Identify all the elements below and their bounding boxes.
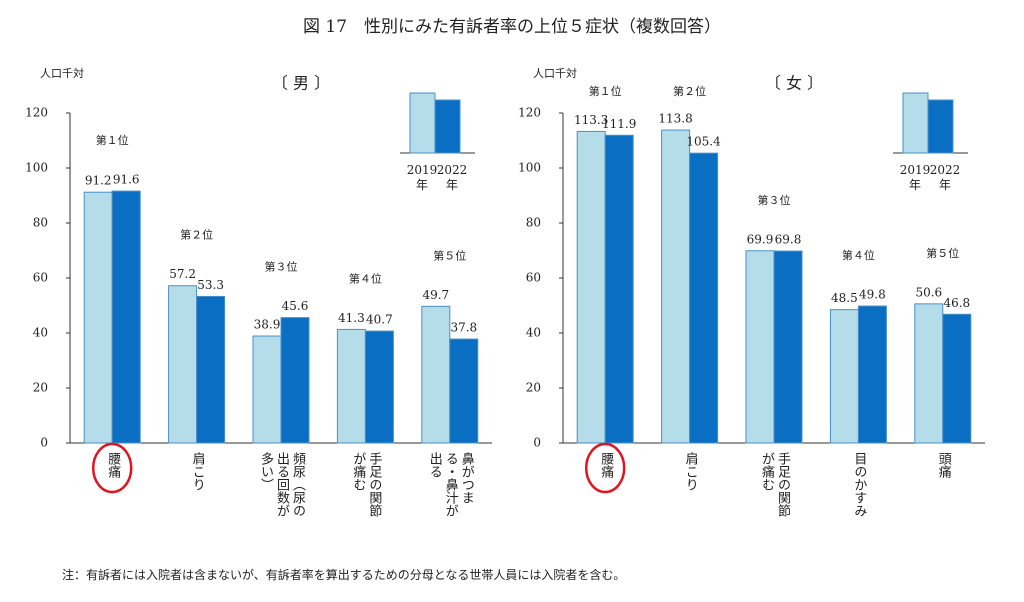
legend-label: 2019年: [406, 163, 438, 192]
y-tick-label: 100: [518, 161, 541, 175]
value-label: 113.8: [658, 112, 692, 126]
value-label: 50.6: [915, 285, 942, 299]
y-tick-label: 40: [526, 326, 541, 340]
value-label: 105.4: [686, 135, 721, 149]
value-label: 111.9: [602, 117, 636, 131]
y-tick-label: 80: [33, 216, 48, 230]
value-label: 69.8: [775, 233, 802, 247]
x-tick-label: 手足の関節が痛む: [350, 452, 382, 517]
rank-label: 第１位: [96, 133, 129, 147]
x-tick-label: 目のかすみ: [851, 452, 867, 517]
chart-title: 〔 女 〕: [765, 74, 823, 93]
rank-label: 第２位: [180, 228, 213, 242]
bar: [280, 317, 310, 444]
rank-label: 第４位: [842, 248, 875, 262]
bar: [745, 250, 775, 444]
legend-swatch: [902, 92, 929, 154]
x-tick-label: 腰痛: [598, 452, 614, 478]
legend-swatch: [409, 92, 436, 154]
bar: [252, 335, 282, 444]
legend-label: 2019年: [899, 163, 931, 192]
value-label: 49.8: [859, 288, 886, 302]
x-tick-label: 肩こり: [189, 452, 205, 491]
figure-title: 図 17 性別にみた有訴者率の上位５症状（複数回答）: [302, 17, 722, 37]
highlight-circle: [584, 442, 626, 494]
x-tick-label: 腰痛: [105, 452, 121, 478]
value-label: 38.9: [254, 318, 281, 332]
x-tick-label: 肩こり: [682, 452, 698, 491]
y-tick-label: 80: [526, 216, 541, 230]
x-tick-label: 頻尿（尿の出る回数が多い）: [258, 452, 305, 517]
y-tick-label: 120: [518, 106, 541, 120]
value-label: 37.8: [450, 321, 477, 335]
y-tick-label: 120: [25, 106, 48, 120]
y-tick-label: 0: [40, 436, 48, 450]
value-label: 113.3: [574, 113, 608, 127]
bar: [83, 191, 113, 444]
rank-label: 第１位: [589, 84, 622, 98]
y-axis-label: 人口千対: [40, 66, 84, 80]
bar: [604, 134, 634, 444]
value-label: 53.3: [197, 278, 224, 292]
bar: [773, 250, 803, 444]
rank-label: 第２位: [673, 84, 706, 98]
bar: [196, 295, 226, 444]
bar: [421, 305, 451, 444]
bar: [111, 190, 141, 444]
bar: [449, 338, 479, 444]
value-label: 46.8: [943, 296, 970, 310]
value-label: 48.5: [831, 291, 858, 305]
bar: [914, 303, 944, 444]
chart-title: 〔 男 〕: [272, 74, 330, 93]
legend-swatch: [927, 99, 954, 154]
bar: [336, 328, 366, 444]
rank-label: 第３位: [265, 260, 298, 274]
x-tick-label: 手足の関節が痛む: [759, 452, 790, 517]
footnote: 注：有訴者には入院者は含まないが、有訴者率を算出するための分母となる世帯人員には…: [62, 568, 626, 582]
value-label: 49.7: [422, 288, 449, 302]
value-label: 91.6: [113, 173, 140, 187]
bar: [661, 129, 691, 444]
legend-label: 2022年: [436, 163, 468, 192]
legend-label: 2022年: [929, 163, 961, 192]
bar: [857, 305, 887, 444]
y-tick-label: 60: [526, 271, 541, 285]
value-label: 41.3: [338, 311, 365, 325]
value-label: 40.7: [366, 313, 393, 327]
y-tick-label: 100: [25, 161, 48, 175]
legend-swatch: [434, 99, 461, 154]
bar: [168, 285, 198, 444]
bar: [576, 130, 606, 444]
y-tick-label: 40: [33, 326, 48, 340]
bar: [942, 313, 972, 444]
y-axis-label: 人口千対: [533, 66, 577, 80]
y-tick-label: 0: [533, 436, 541, 450]
value-label: 45.6: [282, 299, 309, 313]
rank-label: 第３位: [758, 193, 791, 207]
value-label: 57.2: [169, 267, 196, 281]
x-tick-label: 頭痛: [935, 452, 951, 478]
y-tick-label: 20: [33, 381, 48, 395]
y-tick-label: 20: [526, 381, 541, 395]
bar: [829, 309, 859, 444]
value-label: 91.2: [85, 174, 112, 188]
value-label: 69.9: [747, 232, 774, 246]
bar: [689, 152, 719, 444]
x-tick-label: 鼻がつまる・鼻汁が出る: [426, 452, 474, 517]
rank-label: 第５位: [926, 246, 959, 260]
rank-label: 第５位: [433, 248, 466, 262]
bar: [364, 330, 394, 444]
rank-label: 第４位: [349, 271, 382, 285]
y-tick-label: 60: [33, 271, 48, 285]
highlight-circle: [91, 442, 133, 494]
